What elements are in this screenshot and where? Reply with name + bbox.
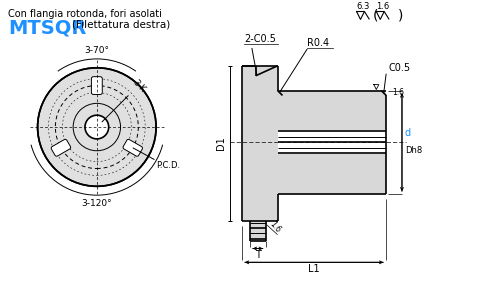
Bar xyxy=(250,221,266,240)
Circle shape xyxy=(73,103,121,151)
FancyBboxPatch shape xyxy=(91,77,102,94)
Text: MTSQR: MTSQR xyxy=(8,18,86,37)
Text: R0.4: R0.4 xyxy=(307,38,329,48)
Circle shape xyxy=(38,68,156,186)
FancyBboxPatch shape xyxy=(123,139,143,156)
Text: P.C.D.: P.C.D. xyxy=(156,161,181,170)
Circle shape xyxy=(85,115,109,139)
Text: 1.6: 1.6 xyxy=(376,1,390,11)
Text: d: d xyxy=(405,128,411,139)
Text: ): ) xyxy=(398,8,403,22)
Bar xyxy=(242,66,256,76)
Text: 6.3: 6.3 xyxy=(357,1,370,11)
Text: L1: L1 xyxy=(308,264,320,274)
Bar xyxy=(242,66,277,221)
Text: Con flangia rotonda, fori asolati: Con flangia rotonda, fori asolati xyxy=(8,9,162,18)
Text: 3-120°: 3-120° xyxy=(81,199,112,208)
Text: 3-K: 3-K xyxy=(130,78,147,94)
FancyBboxPatch shape xyxy=(51,139,71,156)
Text: (: ( xyxy=(372,8,378,22)
Text: 1.6: 1.6 xyxy=(392,88,404,96)
Text: D1: D1 xyxy=(216,137,226,150)
Text: 1.6: 1.6 xyxy=(268,219,282,234)
Bar xyxy=(277,130,386,154)
Text: (Filettatura destra): (Filettatura destra) xyxy=(72,19,170,29)
Text: C0.5: C0.5 xyxy=(388,63,410,73)
Text: 2-C0.5: 2-C0.5 xyxy=(244,34,276,44)
Text: 3-70°: 3-70° xyxy=(84,46,109,55)
Bar xyxy=(277,90,386,194)
Text: T: T xyxy=(255,251,261,260)
Text: Dh8: Dh8 xyxy=(405,146,422,155)
